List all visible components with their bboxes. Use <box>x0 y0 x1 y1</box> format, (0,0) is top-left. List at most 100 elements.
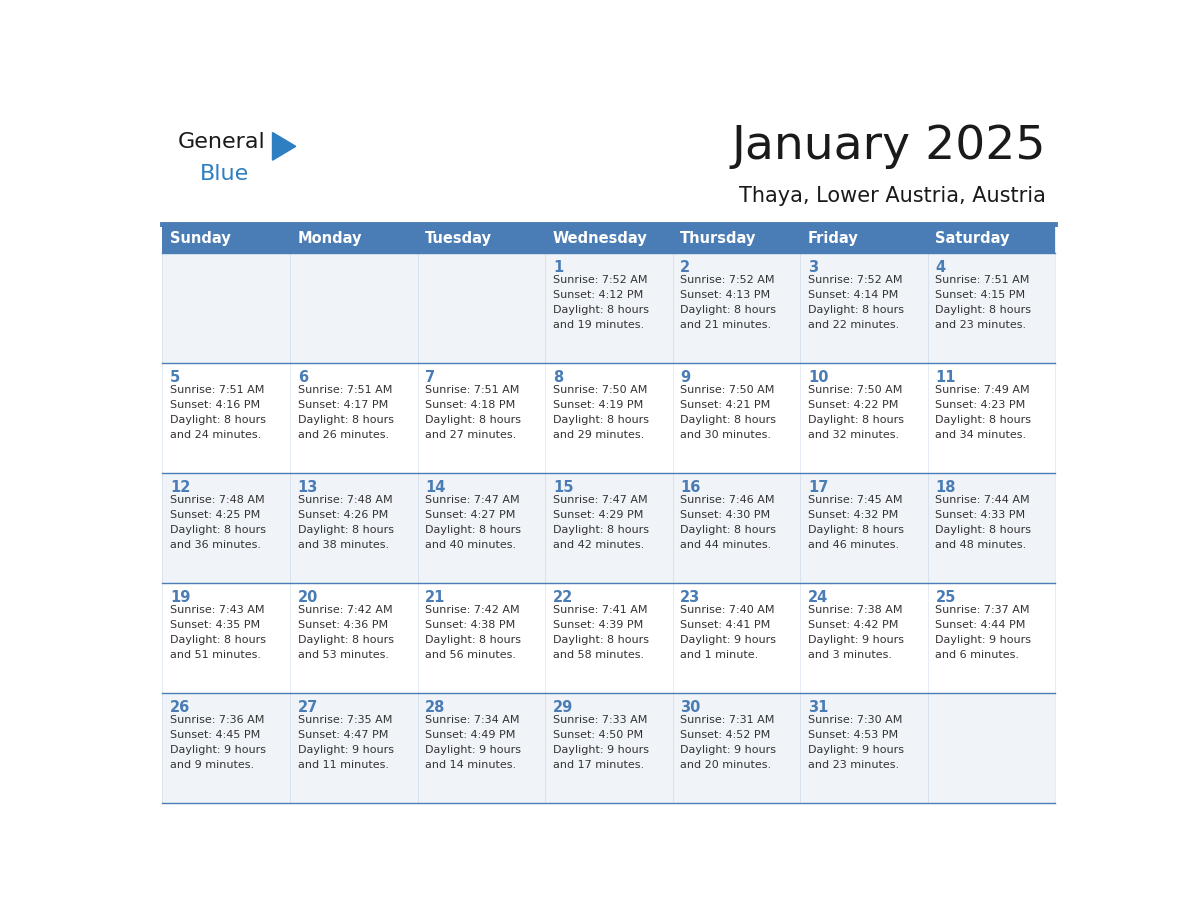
Text: Daylight: 8 hours: Daylight: 8 hours <box>935 306 1031 316</box>
Text: Sunset: 4:42 PM: Sunset: 4:42 PM <box>808 621 898 631</box>
Text: Sunset: 4:47 PM: Sunset: 4:47 PM <box>298 730 388 740</box>
Text: Daylight: 8 hours: Daylight: 8 hours <box>425 525 522 535</box>
Text: Daylight: 8 hours: Daylight: 8 hours <box>552 525 649 535</box>
Text: and 22 minutes.: and 22 minutes. <box>808 320 899 330</box>
Text: Sunset: 4:12 PM: Sunset: 4:12 PM <box>552 290 643 300</box>
Text: Sunset: 4:39 PM: Sunset: 4:39 PM <box>552 621 643 631</box>
Text: and 44 minutes.: and 44 minutes. <box>681 541 772 550</box>
Text: and 36 minutes.: and 36 minutes. <box>170 541 261 550</box>
Text: 21: 21 <box>425 590 446 605</box>
Text: 23: 23 <box>681 590 701 605</box>
Text: Daylight: 8 hours: Daylight: 8 hours <box>170 525 266 535</box>
Text: General: General <box>178 131 266 151</box>
Text: and 48 minutes.: and 48 minutes. <box>935 541 1026 550</box>
Text: Daylight: 8 hours: Daylight: 8 hours <box>170 635 266 645</box>
Text: 31: 31 <box>808 700 828 715</box>
FancyBboxPatch shape <box>163 224 1055 253</box>
Text: Blue: Blue <box>200 164 249 185</box>
Text: Sunset: 4:35 PM: Sunset: 4:35 PM <box>170 621 260 631</box>
Text: Saturday: Saturday <box>935 231 1010 246</box>
Text: Sunset: 4:25 PM: Sunset: 4:25 PM <box>170 510 260 521</box>
Text: and 21 minutes.: and 21 minutes. <box>681 320 771 330</box>
FancyBboxPatch shape <box>163 253 1055 364</box>
Text: Friday: Friday <box>808 231 859 246</box>
Text: 18: 18 <box>935 480 956 495</box>
Text: Sunset: 4:17 PM: Sunset: 4:17 PM <box>298 400 388 410</box>
Text: Sunset: 4:18 PM: Sunset: 4:18 PM <box>425 400 516 410</box>
Text: and 23 minutes.: and 23 minutes. <box>935 320 1026 330</box>
Text: and 11 minutes.: and 11 minutes. <box>298 760 388 770</box>
Polygon shape <box>272 132 296 161</box>
Text: 24: 24 <box>808 590 828 605</box>
Text: Sunrise: 7:36 AM: Sunrise: 7:36 AM <box>170 715 265 725</box>
Text: 7: 7 <box>425 370 436 386</box>
Text: and 51 minutes.: and 51 minutes. <box>170 650 261 660</box>
Text: Sunset: 4:13 PM: Sunset: 4:13 PM <box>681 290 771 300</box>
Text: Daylight: 8 hours: Daylight: 8 hours <box>808 306 904 316</box>
Text: Sunrise: 7:42 AM: Sunrise: 7:42 AM <box>425 605 520 615</box>
Text: Sunset: 4:41 PM: Sunset: 4:41 PM <box>681 621 771 631</box>
FancyBboxPatch shape <box>163 474 1055 583</box>
Text: Daylight: 8 hours: Daylight: 8 hours <box>170 415 266 425</box>
Text: Sunrise: 7:34 AM: Sunrise: 7:34 AM <box>425 715 520 725</box>
Text: 17: 17 <box>808 480 828 495</box>
Text: Sunset: 4:50 PM: Sunset: 4:50 PM <box>552 730 643 740</box>
Text: Sunrise: 7:44 AM: Sunrise: 7:44 AM <box>935 495 1030 505</box>
Text: Sunset: 4:45 PM: Sunset: 4:45 PM <box>170 730 260 740</box>
Text: 14: 14 <box>425 480 446 495</box>
Text: Sunset: 4:29 PM: Sunset: 4:29 PM <box>552 510 643 521</box>
Text: January 2025: January 2025 <box>732 124 1045 169</box>
Text: and 30 minutes.: and 30 minutes. <box>681 431 771 441</box>
Text: Sunrise: 7:37 AM: Sunrise: 7:37 AM <box>935 605 1030 615</box>
Text: and 3 minutes.: and 3 minutes. <box>808 650 892 660</box>
Text: Sunrise: 7:49 AM: Sunrise: 7:49 AM <box>935 386 1030 396</box>
Text: Sunset: 4:44 PM: Sunset: 4:44 PM <box>935 621 1025 631</box>
Text: Sunset: 4:26 PM: Sunset: 4:26 PM <box>298 510 388 521</box>
Text: Sunrise: 7:33 AM: Sunrise: 7:33 AM <box>552 715 647 725</box>
Text: Daylight: 9 hours: Daylight: 9 hours <box>552 745 649 756</box>
Text: Daylight: 9 hours: Daylight: 9 hours <box>170 745 266 756</box>
Text: Sunrise: 7:38 AM: Sunrise: 7:38 AM <box>808 605 903 615</box>
Text: Sunset: 4:49 PM: Sunset: 4:49 PM <box>425 730 516 740</box>
Text: 26: 26 <box>170 700 190 715</box>
Text: Sunset: 4:32 PM: Sunset: 4:32 PM <box>808 510 898 521</box>
Text: Sunrise: 7:35 AM: Sunrise: 7:35 AM <box>298 715 392 725</box>
Text: 16: 16 <box>681 480 701 495</box>
Text: and 23 minutes.: and 23 minutes. <box>808 760 899 770</box>
Text: Sunset: 4:22 PM: Sunset: 4:22 PM <box>808 400 898 410</box>
FancyBboxPatch shape <box>163 364 1055 474</box>
Text: 27: 27 <box>298 700 318 715</box>
Text: Sunrise: 7:42 AM: Sunrise: 7:42 AM <box>298 605 392 615</box>
Text: Daylight: 9 hours: Daylight: 9 hours <box>681 635 777 645</box>
Text: Daylight: 9 hours: Daylight: 9 hours <box>298 745 393 756</box>
Text: Sunrise: 7:50 AM: Sunrise: 7:50 AM <box>681 386 775 396</box>
Text: 25: 25 <box>935 590 956 605</box>
Text: Sunrise: 7:48 AM: Sunrise: 7:48 AM <box>298 495 392 505</box>
Text: and 6 minutes.: and 6 minutes. <box>935 650 1019 660</box>
Text: Daylight: 8 hours: Daylight: 8 hours <box>552 306 649 316</box>
Text: Sunrise: 7:30 AM: Sunrise: 7:30 AM <box>808 715 903 725</box>
Text: Daylight: 8 hours: Daylight: 8 hours <box>425 635 522 645</box>
Text: Daylight: 8 hours: Daylight: 8 hours <box>681 306 777 316</box>
Text: 10: 10 <box>808 370 828 386</box>
Text: and 56 minutes.: and 56 minutes. <box>425 650 517 660</box>
Text: 5: 5 <box>170 370 181 386</box>
Text: 6: 6 <box>298 370 308 386</box>
Text: Sunset: 4:38 PM: Sunset: 4:38 PM <box>425 621 516 631</box>
Text: and 42 minutes.: and 42 minutes. <box>552 541 644 550</box>
Text: Sunset: 4:19 PM: Sunset: 4:19 PM <box>552 400 643 410</box>
Text: and 34 minutes.: and 34 minutes. <box>935 431 1026 441</box>
Text: and 24 minutes.: and 24 minutes. <box>170 431 261 441</box>
Text: Daylight: 8 hours: Daylight: 8 hours <box>298 525 393 535</box>
Text: and 14 minutes.: and 14 minutes. <box>425 760 517 770</box>
Text: Daylight: 8 hours: Daylight: 8 hours <box>425 415 522 425</box>
Text: Daylight: 9 hours: Daylight: 9 hours <box>681 745 777 756</box>
Text: 3: 3 <box>808 261 819 275</box>
Text: Sunrise: 7:47 AM: Sunrise: 7:47 AM <box>425 495 520 505</box>
Text: and 58 minutes.: and 58 minutes. <box>552 650 644 660</box>
Text: and 40 minutes.: and 40 minutes. <box>425 541 517 550</box>
Text: Daylight: 8 hours: Daylight: 8 hours <box>935 525 1031 535</box>
Text: Sunrise: 7:50 AM: Sunrise: 7:50 AM <box>552 386 647 396</box>
Text: Sunrise: 7:51 AM: Sunrise: 7:51 AM <box>170 386 265 396</box>
Text: 13: 13 <box>298 480 318 495</box>
